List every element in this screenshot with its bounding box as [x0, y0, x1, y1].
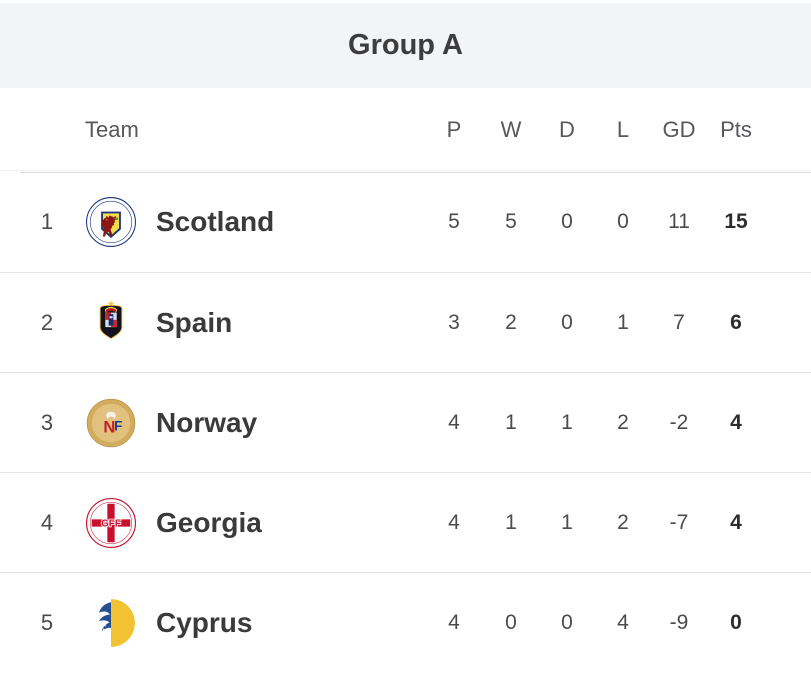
svg-text:F: F	[114, 418, 122, 433]
svg-text:CFA: CFA	[97, 627, 105, 632]
svg-text:GFF: GFF	[101, 519, 121, 530]
